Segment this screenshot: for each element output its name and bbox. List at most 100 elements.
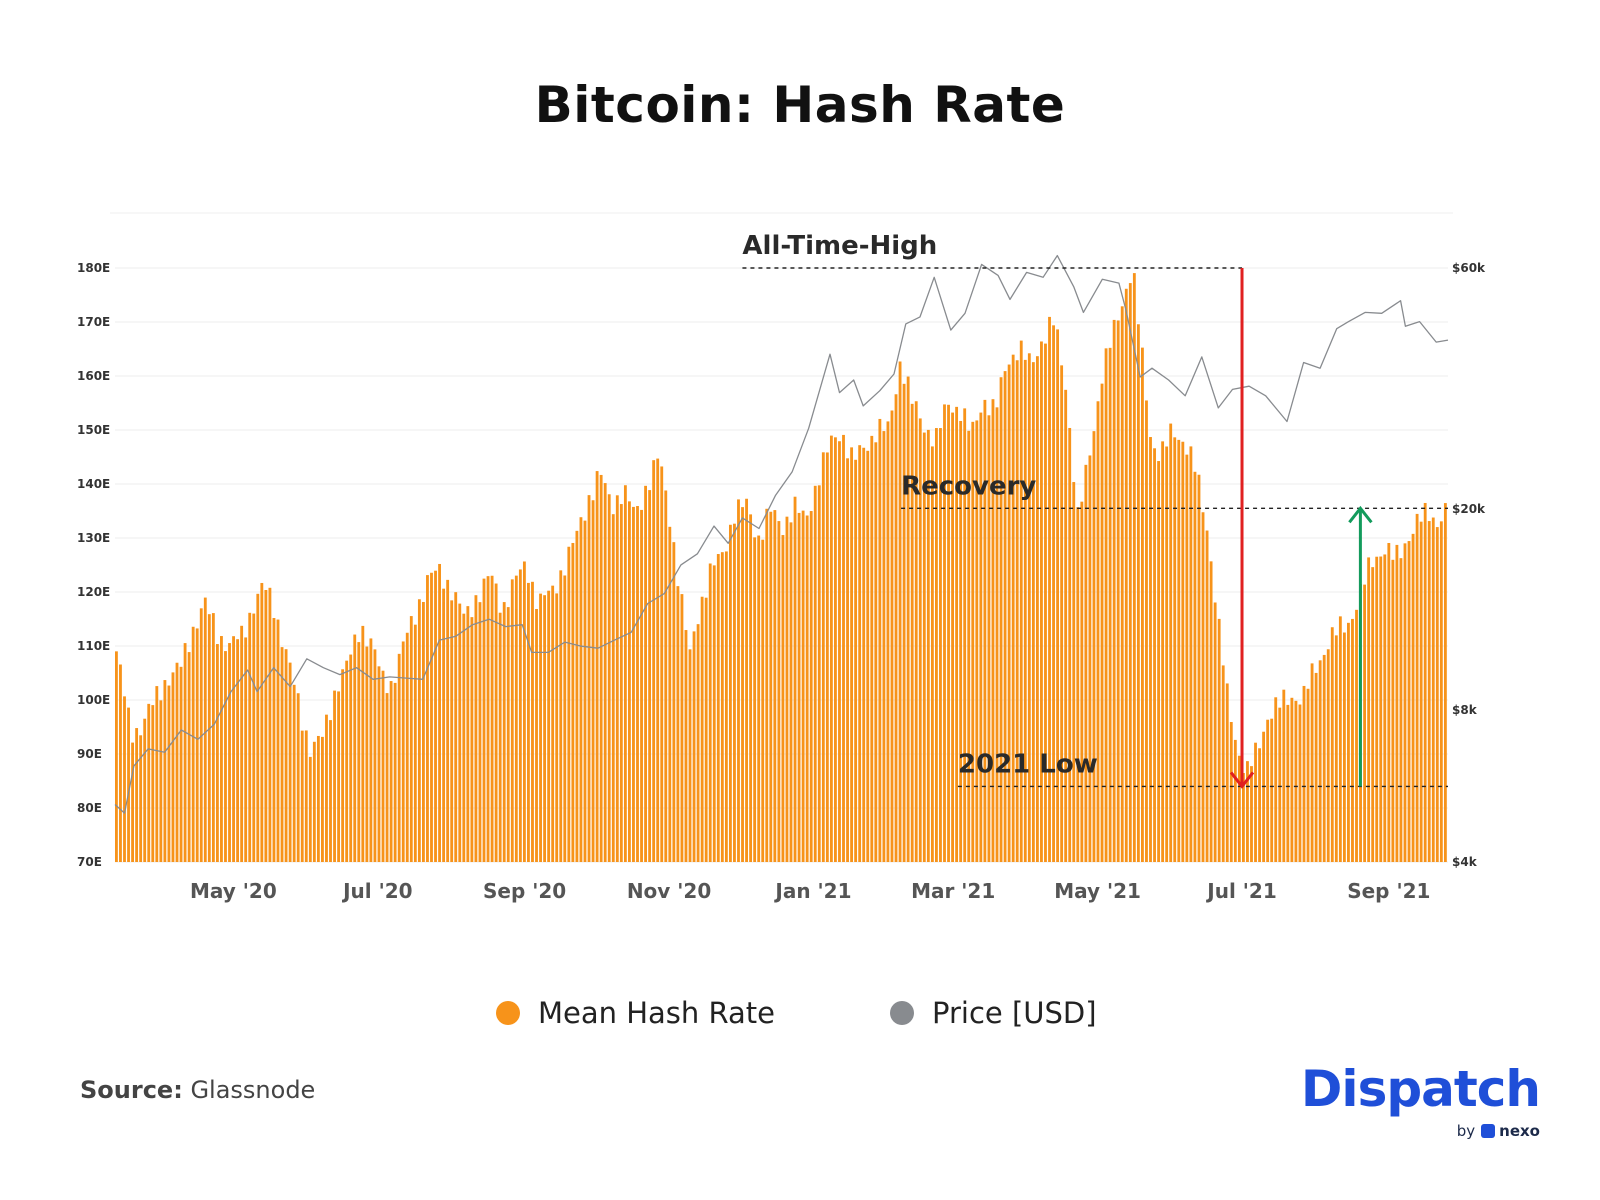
- x-tick-label: May '20: [190, 879, 277, 903]
- hash-rate-bar: [127, 707, 130, 862]
- hash-rate-bar: [522, 561, 526, 862]
- hash-rate-bar: [559, 570, 563, 862]
- hash-rate-bar: [1201, 512, 1205, 862]
- hash-rate-bar: [737, 499, 740, 862]
- hash-rate-bar: [1342, 632, 1346, 862]
- hash-rate-bar: [983, 399, 987, 862]
- hash-rate-bar: [628, 501, 631, 862]
- hash-rate-bar: [1007, 364, 1011, 862]
- hash-rate-bar: [543, 595, 547, 862]
- hash-rate-bar: [329, 720, 332, 862]
- hash-rate-bar: [684, 630, 688, 862]
- hash-rate-bar: [292, 684, 296, 862]
- hash-rate-bar: [1185, 454, 1189, 862]
- hash-rate-bar: [1092, 431, 1096, 862]
- hash-rate-bar: [454, 592, 458, 862]
- hash-rate-bar: [1084, 464, 1088, 862]
- hash-rate-bar: [478, 602, 482, 862]
- hash-rate-bar: [1145, 400, 1148, 862]
- hash-rate-bar: [345, 660, 349, 862]
- hash-rate-bar: [264, 590, 268, 862]
- hash-rate-bar: [115, 651, 118, 862]
- hash-rate-bar: [272, 617, 276, 862]
- hash-rate-bar: [603, 483, 607, 862]
- hash-rate-bar: [688, 649, 692, 862]
- hash-rate-bar: [1124, 288, 1128, 862]
- hash-rate-bar: [846, 458, 849, 862]
- hash-rate-bar: [462, 613, 466, 862]
- hash-rate-bar: [1096, 401, 1100, 862]
- hash-rate-bar: [700, 596, 704, 862]
- hash-rate-bar: [640, 509, 643, 862]
- hash-rate-bar: [757, 535, 761, 862]
- hash-rate-bar: [1100, 383, 1104, 862]
- hash-rate-bar: [284, 649, 288, 862]
- recovery-arrow-head: [1348, 505, 1373, 524]
- hash-rate-bar: [910, 403, 914, 862]
- y-right-tick-label: $4k: [1452, 855, 1478, 869]
- hash-rate-bar: [761, 539, 765, 862]
- hash-rate-bar: [337, 691, 341, 862]
- hash-rate-bar: [1278, 707, 1282, 862]
- hash-rate-bar: [438, 563, 441, 862]
- hash-rate-bar: [268, 587, 272, 862]
- hash-rate-bar: [535, 609, 538, 862]
- hash-rate-bar: [1347, 622, 1350, 862]
- hash-rate-bar: [325, 714, 328, 862]
- y-left-tick-label: 70E: [77, 855, 102, 869]
- legend-item-hash-rate: Mean Hash Rate: [496, 996, 775, 1030]
- hash-rate-bar: [825, 452, 829, 862]
- hash-rate-bar: [312, 741, 316, 862]
- y-left-tick-label: 150E: [77, 423, 110, 437]
- hash-rate-bar: [1310, 663, 1314, 862]
- hash-rate-bar: [232, 636, 235, 862]
- hash-rate-bar: [357, 642, 361, 862]
- hash-rate-bar: [1161, 441, 1165, 862]
- hash-rate-bar: [619, 504, 623, 862]
- hash-rate-bar: [1217, 618, 1221, 862]
- hash-rate-bar: [971, 421, 975, 862]
- hash-rate-bar: [587, 495, 591, 862]
- y-left-tick-label: 130E: [77, 531, 110, 545]
- hash-rate-bar: [446, 579, 450, 862]
- hash-rate-bar: [906, 376, 910, 862]
- y-left-tick-label: 170E: [77, 315, 110, 329]
- legend-label-price: Price [USD]: [932, 996, 1097, 1030]
- hash-rate-bar: [458, 603, 462, 862]
- hash-rate-bar: [1294, 700, 1298, 862]
- hash-rate-bar: [583, 520, 587, 862]
- hash-rate-bar: [741, 507, 744, 862]
- hash-rate-bar: [922, 432, 926, 862]
- hash-rate-bar: [817, 485, 821, 862]
- hash-rate-bar: [228, 643, 231, 862]
- hash-rate-bar: [1241, 773, 1245, 862]
- hash-rate-bar: [595, 471, 599, 862]
- hash-rate-bar: [1120, 306, 1124, 862]
- hash-rate-bar: [636, 506, 639, 862]
- hash-rate-bar: [1193, 471, 1197, 862]
- hash-rate-bar: [1116, 320, 1120, 862]
- hash-rate-bar: [656, 458, 660, 862]
- hash-rate-bar: [244, 637, 248, 862]
- x-tick-label: Sep '20: [483, 879, 566, 903]
- hash-rate-bar: [1306, 688, 1310, 862]
- hash-rate-bar: [373, 649, 377, 862]
- hash-rate-bar: [413, 624, 417, 862]
- hash-rate-bar: [842, 434, 845, 862]
- hash-rate-bar: [1427, 521, 1431, 862]
- hash-rate-bar: [1233, 739, 1237, 862]
- hash-rate-bar: [785, 516, 789, 862]
- hash-rate-bar: [712, 565, 716, 862]
- hash-rate-bar: [547, 590, 551, 862]
- y-left-tick-label: 100E: [77, 693, 110, 707]
- hash-rate-bar: [1258, 748, 1261, 862]
- legend-dot-price: [890, 1001, 914, 1025]
- hash-rate-bar: [947, 404, 950, 862]
- hash-rate-bar: [1379, 556, 1383, 862]
- hash-rate-bar: [498, 612, 502, 862]
- hash-rate-bar: [1419, 521, 1423, 862]
- annotation-arrows: [1229, 268, 1373, 789]
- hash-rate-bar: [1270, 718, 1274, 862]
- hash-rate-bar: [1229, 722, 1233, 862]
- hash-rate-bar: [1274, 697, 1278, 862]
